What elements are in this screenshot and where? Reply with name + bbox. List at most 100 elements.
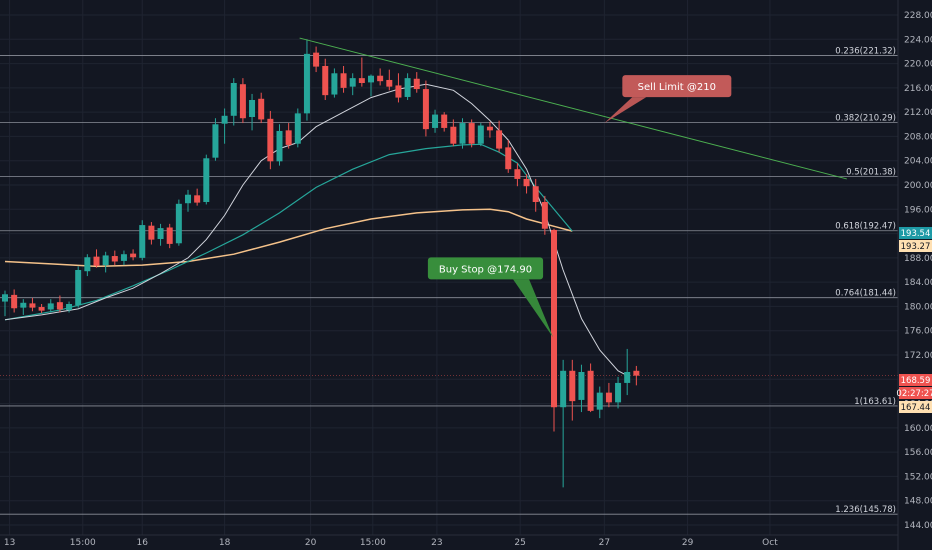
candle-body: [258, 98, 265, 120]
candle-body: [157, 228, 164, 240]
y-tick-label: 184.00: [904, 278, 932, 288]
y-tick-label: 212.00: [904, 108, 932, 118]
x-tick-label: 27: [599, 538, 610, 548]
x-tick-label: 13: [4, 538, 15, 548]
price-tag-box: [899, 387, 932, 399]
annotations: Sell Limit @210 Buy Stop @174.90: [427, 75, 732, 338]
y-tick-label: 200.00: [904, 181, 932, 191]
candle-body: [386, 79, 393, 87]
candle-body: [47, 303, 54, 310]
candle-body: [331, 73, 338, 95]
trendline-layer: [299, 37, 847, 180]
price-tag-box: [899, 240, 932, 252]
candle-body: [194, 195, 201, 203]
candle-body: [505, 147, 512, 170]
candle-body: [404, 78, 411, 97]
fib-level-label: 0.618(192.47): [835, 222, 896, 232]
price-tag-label: 168.59: [901, 376, 931, 386]
price-tag-box: [899, 401, 932, 413]
candle-body: [230, 83, 237, 116]
candle-body: [38, 307, 45, 311]
downtrend-line: [299, 37, 847, 180]
candle-body: [166, 227, 173, 244]
price-tag-box: [899, 374, 932, 386]
candle-body: [20, 302, 27, 308]
candle-body: [148, 225, 155, 240]
candle-body: [560, 370, 567, 408]
fib-level-label: 0.236(221.32): [835, 47, 896, 57]
candle-body: [587, 370, 594, 411]
price-tag-label: 193.54: [901, 229, 931, 239]
candle-body: [615, 382, 622, 403]
y-tick-label: 204.00: [904, 157, 932, 167]
y-tick-label: 188.00: [904, 254, 932, 264]
candle-body: [11, 294, 18, 309]
y-tick-label: 216.00: [904, 84, 932, 94]
candle-body: [294, 113, 301, 144]
candle-body: [422, 89, 429, 130]
x-tick-label: 16: [137, 538, 149, 548]
candle-body: [111, 256, 118, 262]
candle-body: [84, 257, 91, 272]
grid-lines: [0, 0, 898, 535]
candle-body: [212, 124, 219, 158]
candle-body: [441, 114, 448, 128]
candle-body: [413, 78, 420, 90]
candle-body: [313, 52, 320, 67]
candle-body: [102, 255, 109, 266]
annotation-pointer: [513, 279, 554, 338]
x-tick-label: Oct: [762, 538, 778, 548]
candle-body: [2, 294, 8, 302]
ema-slow-line: [4, 208, 573, 268]
candle-body: [432, 114, 439, 128]
price-tag-label: 193.27: [901, 242, 931, 252]
candle-body: [541, 202, 548, 229]
y-tick-label: 196.00: [904, 205, 932, 215]
candle-body: [578, 372, 585, 400]
x-tick-label: 20: [305, 538, 317, 548]
price-tag-label: 167.44: [901, 403, 931, 413]
annotation-text: Sell Limit @210: [638, 82, 716, 93]
candle-body: [56, 302, 63, 310]
y-tick-label: 224.00: [904, 35, 932, 45]
candle-body: [514, 169, 521, 179]
candle-body: [459, 123, 466, 144]
candle-body: [450, 126, 457, 144]
y-tick-label: 220.00: [904, 60, 932, 70]
candle-body: [185, 194, 191, 204]
candle-body: [221, 115, 228, 124]
y-tick-label: 160.00: [904, 424, 932, 434]
candle-body: [633, 370, 640, 376]
candle-body: [486, 126, 493, 131]
x-tick-label: 25: [514, 538, 525, 548]
candle-body: [276, 130, 283, 162]
candle-body: [377, 75, 384, 82]
ema-fast-line: [4, 83, 628, 377]
candle-body: [75, 270, 82, 306]
candle-body: [340, 73, 347, 88]
candle-body: [120, 254, 127, 261]
y-tick-label: 156.00: [904, 448, 932, 458]
candle-body: [66, 304, 73, 311]
time-axis[interactable]: 13 15:00 16 18 20 15:00 23 25 27 29 Oct: [0, 534, 898, 548]
y-tick-label: 208.00: [904, 132, 932, 142]
candle-body: [349, 78, 356, 87]
y-tick-label: 180.00: [904, 302, 932, 312]
y-tick-label: 152.00: [904, 472, 932, 482]
fibonacci-levels: 0.236(221.32) 0.382(210.29) 0.5(201.38) 0.6…: [0, 47, 898, 515]
annotation-pointer: [604, 97, 647, 124]
candle-body: [624, 372, 631, 383]
fib-level-label: 0.382(210.29): [835, 114, 896, 124]
x-tick-label: 18: [219, 538, 231, 548]
y-tick-label: 144.00: [904, 521, 932, 531]
x-tick-label: 15:00: [360, 538, 386, 548]
x-tick-label: 29: [682, 538, 694, 548]
candle-body: [468, 123, 475, 144]
candle-body: [368, 75, 374, 83]
x-tick-label: 15:00: [70, 538, 96, 548]
candle-body: [175, 203, 182, 244]
y-tick-label: 148.00: [904, 497, 932, 507]
y-tick-label: 172.00: [904, 351, 932, 361]
candle-body: [605, 392, 612, 403]
